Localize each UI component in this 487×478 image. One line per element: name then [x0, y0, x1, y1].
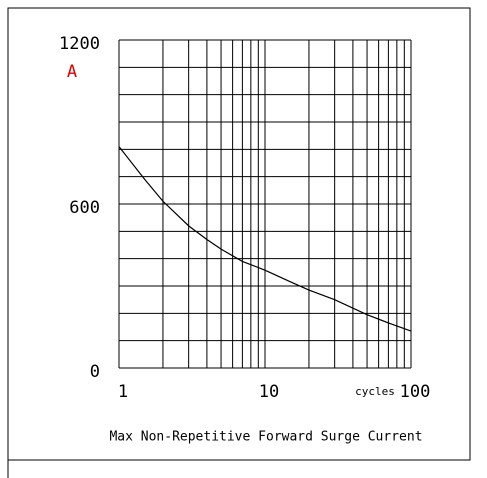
y-tick-label: 0	[90, 362, 100, 382]
x-tick-label: 1	[118, 382, 128, 402]
x-unit: cycles	[355, 385, 395, 398]
frame	[7, 7, 471, 461]
x-tick-label: 100	[400, 382, 431, 402]
y-tick-label: 1200	[59, 34, 100, 54]
y-unit: A	[67, 62, 77, 82]
y-tick-label: 600	[69, 198, 100, 218]
line-series	[118, 146, 412, 332]
chart-title: Max Non-Repetitive Forward Surge Current	[109, 430, 422, 445]
x-tick-label: 10	[259, 382, 279, 402]
